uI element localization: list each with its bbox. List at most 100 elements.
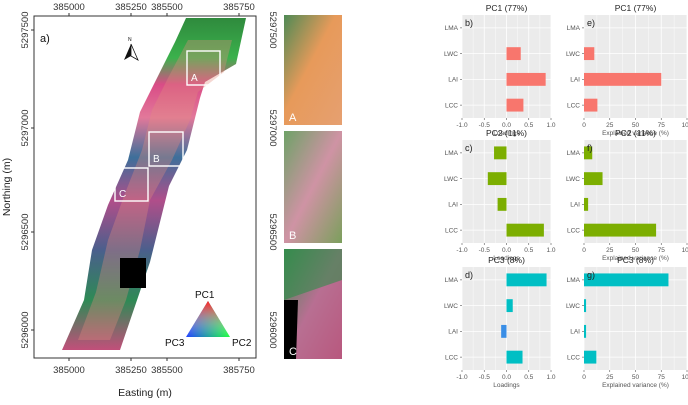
bar-lai (584, 324, 587, 338)
box-a-label: A (191, 73, 198, 84)
box-b-label: B (153, 154, 160, 165)
map-bottom-tick-label: 385500 (151, 365, 183, 376)
map-bottom-tick-label: 385750 (223, 365, 255, 376)
x-tick-label: 50 (632, 247, 640, 254)
x-tick-label: 75 (658, 122, 666, 129)
category-label: LWC (566, 51, 580, 58)
zoom-label-a: A (289, 112, 297, 124)
category-label: LMA (445, 150, 459, 157)
panel-label: d) (465, 270, 473, 280)
x-tick-label: 1.0 (546, 122, 555, 129)
map-top-tick-label: 385750 (223, 2, 255, 13)
zoom-panels: A B C 5297500 5297000 5296500 5296000 (267, 12, 342, 359)
zoom-y-tick-label: 5296500 (267, 214, 278, 251)
x-tick-label: 100 (682, 122, 688, 129)
map-y-tick-label: 5296500 (20, 214, 31, 251)
bar-lwc (584, 47, 595, 61)
bar-lma (506, 273, 547, 287)
category-label: LAI (570, 77, 580, 84)
panel-label: f) (587, 143, 593, 153)
x-tick-label: 0.5 (524, 374, 533, 381)
zoom-y-tick-label: 5297000 (267, 110, 278, 147)
ternary-legend: PC1 PC3 PC2 (165, 290, 252, 349)
x-tick-label: 0.0 (502, 247, 511, 254)
bar-lcc (584, 98, 598, 112)
category-label: LCC (567, 354, 580, 361)
bar-lwc (584, 172, 603, 186)
box-c (114, 167, 149, 202)
zoom-label-c: C (289, 346, 297, 358)
category-label: LCC (567, 102, 580, 109)
category-label: LAI (570, 202, 580, 209)
category-label: LWC (566, 303, 580, 310)
category-label: LWC (444, 51, 458, 58)
category-label: LAI (448, 202, 458, 209)
x-tick-label: 25 (606, 247, 614, 254)
map-y-tick-label: 5297500 (20, 12, 31, 49)
x-axis-title: Loadings (493, 130, 520, 137)
bar-lma (584, 273, 669, 287)
category-label: LMA (445, 25, 459, 32)
x-tick-label: 0.5 (524, 247, 533, 254)
x-tick-label: 100 (682, 374, 688, 381)
study-area-overlay (78, 40, 232, 340)
category-label: LWC (444, 303, 458, 310)
box-c-label: C (119, 189, 126, 200)
map-top-tick-label: 385250 (115, 2, 147, 13)
map-y-tick-label: 5296000 (20, 312, 31, 349)
x-tick-label: 50 (632, 122, 640, 129)
chart-title: PC1 (77%) (615, 3, 657, 13)
x-tick-label: -0.5 (479, 247, 491, 254)
map-top-tick-label: 385000 (53, 2, 85, 13)
x-tick-label: -0.5 (479, 374, 491, 381)
x-tick-label: -0.5 (479, 122, 491, 129)
x-tick-label: 25 (606, 122, 614, 129)
legend-pc1: PC1 (195, 290, 215, 301)
x-tick-label: 100 (682, 247, 688, 254)
category-label: LMA (567, 150, 581, 157)
map-y-tick-label: 5297000 (20, 110, 31, 147)
x-tick-label: 0 (582, 247, 586, 254)
chart-title: PC1 (77%) (486, 3, 528, 13)
chart-panel-6: LMALWCLAILCC0255075100PC3 (8%)Explained … (566, 255, 688, 389)
x-tick-label: 1.0 (546, 374, 555, 381)
chart-title: PC3 (8%) (488, 255, 525, 265)
map-panel: A B C a) N PC1 PC3 PC2 385000 385250 38550… (1, 2, 257, 399)
panel-label: c) (465, 143, 473, 153)
bar-lma (584, 146, 593, 160)
legend-pc3: PC3 (165, 338, 185, 349)
zoom-y-tick-label: 5296000 (267, 312, 278, 349)
bar-charts: LMA LWC LAI LCC -1.0 -0.5 0.0 0.5 1.0 PC1 (77%) Lo… (444, 3, 688, 389)
chart-title: PC3 (8%) (617, 255, 654, 265)
zoom-y-ticks: 5297500 5297000 5296500 5296000 (267, 12, 278, 349)
x-tick-label: 75 (658, 374, 666, 381)
map-x-ticks-top: 385000 385250 385500 385750 (53, 2, 255, 16)
zoom-y-tick-label: 5297500 (267, 12, 278, 49)
x-axis-title: Explained variance (%) (602, 255, 669, 262)
bar-lcc (584, 223, 657, 237)
zoom-label-b: B (289, 230, 296, 242)
study-area-strip (62, 18, 246, 350)
bar-lai (497, 197, 507, 211)
category-label: LCC (445, 102, 458, 109)
x-tick-label: 0.0 (502, 374, 511, 381)
map-y-ticks: 5297500 5297000 5296500 5296000 (20, 12, 34, 349)
category-label: LAI (448, 329, 458, 336)
bar-lma (494, 146, 507, 160)
bar-lcc (506, 350, 523, 364)
category-label: LMA (567, 25, 581, 32)
category-label: LAI (448, 77, 458, 84)
x-axis-title: Explained variance (%) (602, 382, 669, 389)
x-axis-title: Explained variance (%) (602, 130, 669, 137)
legend-pc2: PC2 (232, 338, 252, 349)
x-tick-label: 0.5 (524, 122, 533, 129)
bar-lcc (506, 98, 524, 112)
panel-label: b) (465, 18, 473, 28)
chart-panel-1: LMA LWC LAI LCC -1.0 -0.5 0.0 0.5 1.0 PC1 (77%) Lo… (444, 3, 556, 137)
bar-lcc (506, 223, 544, 237)
masked-area (120, 258, 146, 288)
category-label: LCC (445, 227, 458, 234)
north-arrow-icon: N (124, 37, 139, 61)
